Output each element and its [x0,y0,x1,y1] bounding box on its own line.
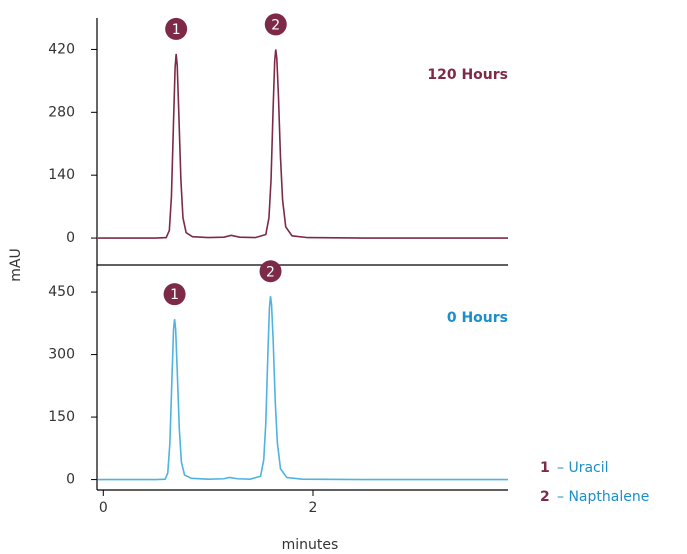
y-tick-label: 0 [66,472,75,488]
peak-marker [264,13,287,36]
x-tick-label: 0 [99,500,108,516]
y-tick-label: 420 [48,41,75,57]
panel-label: 0 Hours [447,310,508,326]
peak-label: 2 [271,17,280,33]
y-tick-label: 300 [48,347,75,363]
x-tick-label: 2 [309,500,318,516]
peak-label: 2 [266,264,275,280]
y-tick-label: 280 [48,104,75,120]
line [98,49,508,239]
y-tick-label: 140 [48,167,75,183]
peak-label: 1 [170,287,179,303]
legend-label: – Uracil [557,460,609,476]
y-tick-label: 450 [48,284,75,300]
y-axis-label: mAU [8,248,24,281]
peak-label: 1 [172,22,181,38]
legend-label: – Napthalene [557,489,649,505]
peak-marker [165,17,188,40]
peak-marker [259,260,282,283]
legend-number: 2 [540,489,550,505]
legend-number: 1 [540,460,550,476]
panel-label: 120 Hours [427,67,508,83]
peak-marker [163,283,186,306]
x-axis-label: minutes [282,537,339,553]
line [98,296,508,481]
y-tick-label: 150 [48,409,75,425]
y-tick-label: 0 [66,230,75,246]
